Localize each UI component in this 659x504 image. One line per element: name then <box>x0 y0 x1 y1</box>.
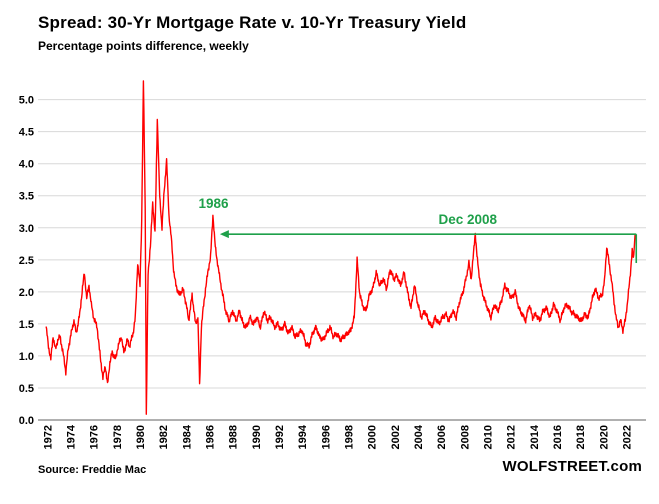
x-tick-label: 2018 <box>575 425 587 449</box>
x-tick-label: 1980 <box>135 425 147 449</box>
x-tick-label: 2010 <box>482 425 494 449</box>
x-tick-label: 1988 <box>228 425 240 449</box>
x-tick-label: 1996 <box>320 425 332 449</box>
spread-line <box>45 80 636 415</box>
y-tick-label: 1.0 <box>19 351 34 363</box>
x-tick-label: 1982 <box>158 425 170 449</box>
x-tick-label: 2014 <box>529 424 541 449</box>
annotation-label-1986: 1986 <box>198 196 229 211</box>
y-tick-label: 4.0 <box>19 159 34 171</box>
watermark: WOLFSTREET.com <box>502 458 642 475</box>
source-label: Source: Freddie Mac <box>38 464 147 476</box>
x-tick-label: 1976 <box>89 425 101 449</box>
x-tick-label: 2012 <box>506 425 518 449</box>
x-tick-label: 2016 <box>552 425 564 449</box>
x-tick-label: 1972 <box>42 425 54 449</box>
x-tick-label: 1990 <box>251 425 263 449</box>
x-tick-label: 1978 <box>112 425 124 449</box>
y-tick-label: 3.5 <box>19 191 34 203</box>
x-tick-label: 2004 <box>413 424 425 449</box>
chart-title: Spread: 30-Yr Mortgage Rate v. 10-Yr Tre… <box>38 13 467 32</box>
y-tick-label: 0.0 <box>19 415 34 427</box>
annotation-label-dec-2008: Dec 2008 <box>438 212 497 227</box>
y-tick-label: 2.0 <box>19 287 34 299</box>
y-tick-label: 0.5 <box>19 383 34 395</box>
y-tick-label: 3.0 <box>19 223 34 235</box>
x-tick-label: 1998 <box>343 425 355 449</box>
chart-subtitle: Percentage points difference, weekly <box>38 39 249 53</box>
annotation-arrowhead <box>219 230 229 239</box>
x-tick-label: 1986 <box>204 425 216 449</box>
x-tick-label: 1974 <box>65 424 77 449</box>
y-tick-label: 1.5 <box>19 319 34 331</box>
x-tick-label: 2008 <box>459 425 471 449</box>
x-tick-label: 2002 <box>390 425 402 449</box>
x-tick-label: 2022 <box>621 425 633 449</box>
x-tick-label: 1992 <box>274 425 286 449</box>
x-tick-label: 1994 <box>297 424 309 449</box>
y-tick-label: 4.5 <box>19 127 34 139</box>
x-tick-label: 2006 <box>436 425 448 449</box>
x-tick-label: 2000 <box>367 425 379 449</box>
x-tick-label: 1984 <box>181 424 193 449</box>
x-tick-label: 2020 <box>598 425 610 449</box>
y-tick-label: 5.0 <box>19 95 34 107</box>
y-tick-label: 2.5 <box>19 255 34 267</box>
